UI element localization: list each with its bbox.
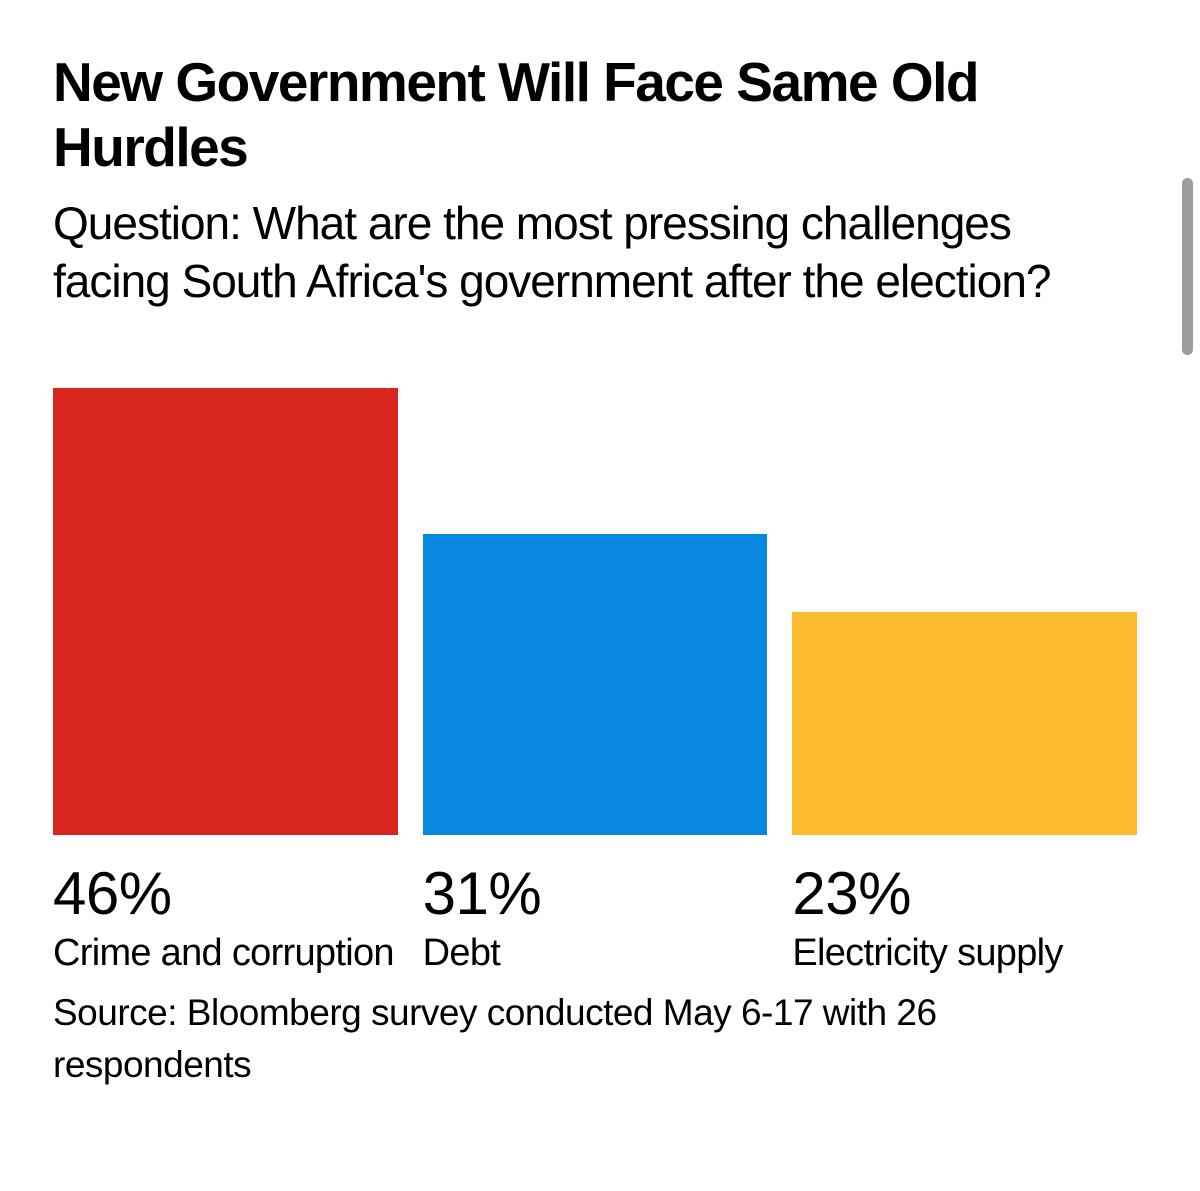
category-label: Debt — [422, 932, 501, 974]
chart-subtitle-question: Question: What are the most pressing cha… — [53, 197, 1052, 307]
value-label: 31% — [422, 860, 542, 927]
category-label: Electricity supply — [792, 932, 1063, 974]
label-group-crime-and-corruption: 46% Crime and corruption — [53, 861, 398, 977]
label-group-electricity-supply: 23% Electricity supply — [792, 861, 1137, 977]
category-label: Crime and corruption — [53, 932, 395, 974]
bar-debt — [422, 533, 768, 835]
bar-chart-plot-area — [53, 388, 1138, 835]
value-label: 46% — [53, 860, 172, 927]
bar-labels-row: 46% Crime and corruption 31% Debt 23% El… — [53, 861, 1137, 977]
value-label: 23% — [792, 860, 911, 927]
source-note: Source: Bloomberg survey conducted May 6… — [53, 992, 937, 1085]
label-group-debt: 31% Debt — [423, 861, 768, 977]
bar-electricity-supply — [792, 611, 1138, 835]
bar-crime-and-corruption — [53, 388, 398, 835]
scrollbar-thumb[interactable] — [1182, 178, 1193, 355]
chart-title: New Government Will Face Same Old Hurdle… — [53, 51, 980, 178]
